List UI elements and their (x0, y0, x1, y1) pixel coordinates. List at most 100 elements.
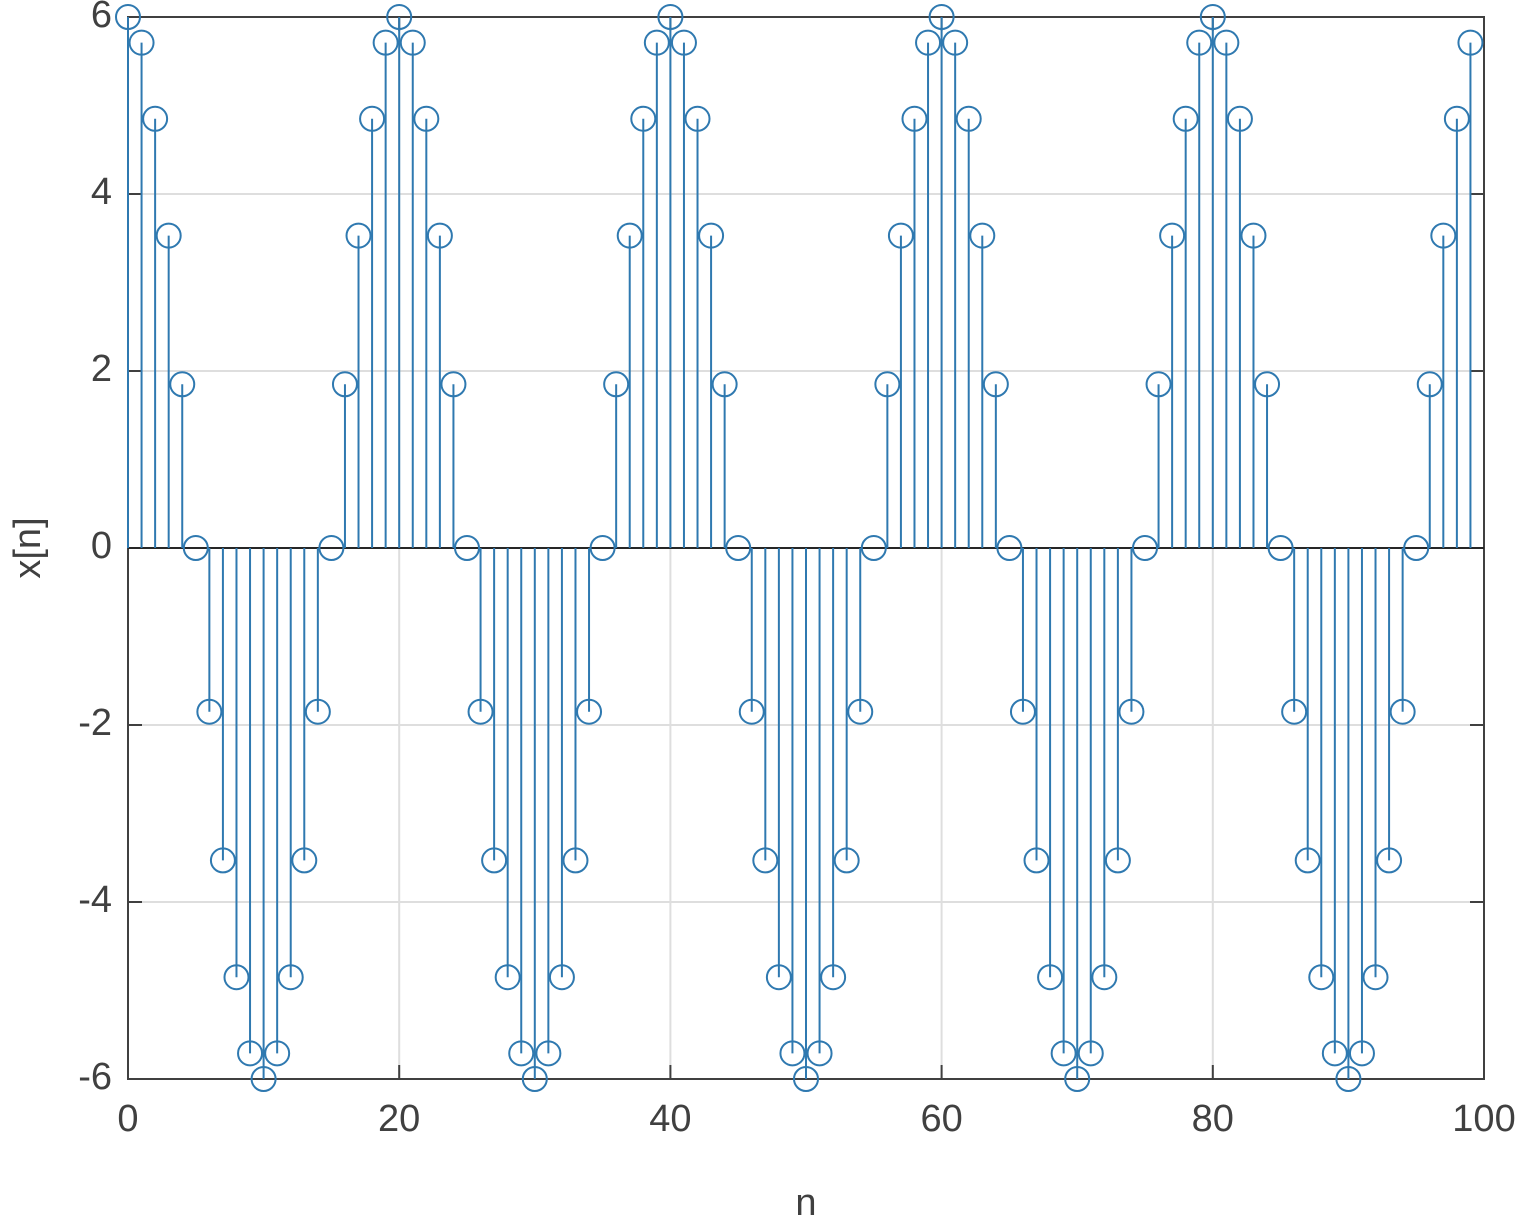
y-tick-label: -6 (78, 1056, 112, 1098)
stem-marker (698, 222, 725, 249)
stem-marker (1362, 964, 1389, 991)
stem-marker (630, 105, 657, 132)
stem-marker (1009, 698, 1036, 725)
stem-marker (250, 1066, 277, 1092)
stem-marker (548, 964, 575, 991)
stem-marker (155, 222, 182, 249)
stem-marker (860, 535, 887, 561)
stem-marker (1172, 105, 1199, 132)
stem-marker (467, 698, 494, 725)
stem-marker (264, 1040, 291, 1067)
stem-marker (725, 535, 752, 561)
stem-marker (481, 847, 508, 874)
stem-marker (1213, 29, 1240, 56)
stem-marker (1064, 1066, 1091, 1092)
stem-marker (1443, 105, 1470, 132)
stem-marker (223, 964, 250, 991)
stem-marker (1104, 847, 1131, 874)
stem-marker (318, 535, 345, 561)
stem-marker (1294, 847, 1321, 874)
stem-marker (115, 4, 141, 30)
stem-marker (1389, 698, 1416, 725)
y-tick-label: 0 (91, 525, 112, 567)
stem-marker (494, 964, 521, 991)
stem-marker (1240, 222, 1267, 249)
y-tick-label: 2 (91, 348, 112, 390)
stem-marker (508, 1040, 535, 1067)
stem-marker (142, 105, 169, 132)
stem-marker (1118, 698, 1145, 725)
stem-marker (955, 105, 982, 132)
stem-marker (1457, 29, 1484, 56)
stem-marker (1281, 698, 1308, 725)
stem-marker (1186, 29, 1213, 56)
stem-marker (386, 4, 413, 30)
stem-marker (589, 535, 616, 561)
y-tick-label: 4 (91, 171, 112, 213)
y-tick-label: -2 (78, 702, 112, 744)
stem-marker (521, 1066, 548, 1092)
stem-marker (372, 29, 399, 56)
x-tick-label: 80 (1192, 1098, 1234, 1140)
x-tick-label: 0 (117, 1098, 138, 1140)
stem-marker (616, 222, 643, 249)
stem-marker (454, 535, 480, 561)
stem-marker (359, 105, 386, 132)
stem-marker (752, 847, 779, 874)
stem-marker (779, 1040, 806, 1067)
x-tick-label: 20 (378, 1098, 420, 1140)
stem-marker (670, 29, 697, 56)
stem-marker (576, 698, 603, 725)
stem-marker (684, 105, 711, 132)
stem-marker (399, 29, 426, 56)
stem-marker (711, 371, 738, 398)
stem-marker (1037, 964, 1064, 991)
stem-marker (182, 535, 209, 561)
stem-marker (440, 371, 467, 398)
x-tick-label: 40 (649, 1098, 691, 1140)
stem-marker (1091, 964, 1118, 991)
stem-marker (413, 105, 440, 132)
stem-marker (1023, 847, 1050, 874)
stem-marker (331, 371, 358, 398)
stem-marker (128, 29, 155, 56)
stem-marker (793, 1066, 819, 1092)
stem-marker (847, 698, 874, 725)
x-axis-label: n (795, 1182, 816, 1224)
stem-marker (1145, 371, 1172, 398)
stem-marker (1077, 1040, 1104, 1067)
stem-marker (1050, 1040, 1077, 1067)
stem-marker (1132, 535, 1158, 561)
stem-marker (942, 29, 969, 56)
stem-marker (1430, 222, 1457, 249)
stem-marker (915, 29, 942, 56)
stem-marker (169, 371, 196, 398)
stem-marker (291, 847, 318, 874)
stem-marker (657, 4, 684, 30)
stem-marker (426, 222, 453, 249)
stem-marker (874, 371, 901, 398)
stem-marker (738, 698, 765, 725)
stem-marker (237, 1040, 264, 1067)
stem-marker (1254, 371, 1281, 398)
stem-marker (1199, 4, 1226, 30)
stem-marker (643, 29, 670, 56)
stem-marker (928, 4, 955, 30)
stem-marker (1308, 964, 1335, 991)
stem-marker (304, 698, 331, 725)
stem-marker (196, 698, 223, 725)
stem-marker (1226, 105, 1253, 132)
stem-marker (535, 1040, 562, 1067)
stem-marker (833, 847, 860, 874)
stem-marker (1416, 371, 1443, 398)
stem-marker (887, 222, 914, 249)
stem-marker (1348, 1040, 1375, 1067)
stem-marker (1403, 535, 1430, 561)
x-tick-label: 100 (1452, 1098, 1515, 1140)
stem-marker (209, 847, 236, 874)
stem-marker (806, 1040, 833, 1067)
stem-marker (1267, 535, 1294, 561)
x-tick-label: 60 (920, 1098, 962, 1140)
